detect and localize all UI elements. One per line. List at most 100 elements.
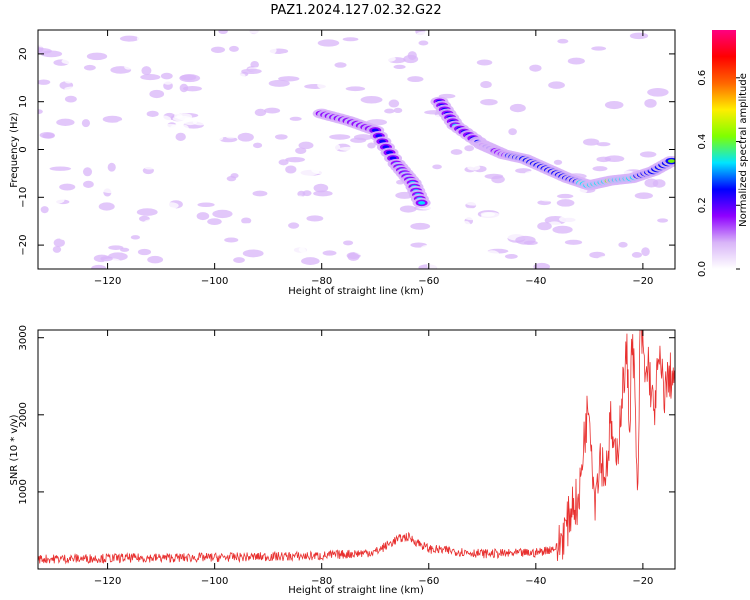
heatmap-cell (55, 132, 64, 142)
heatmap-cell (644, 98, 657, 108)
heatmap-cell (141, 66, 152, 76)
heatmap-cell (616, 145, 631, 154)
heatmap-cell (407, 76, 424, 83)
heatmap-cell (81, 119, 91, 128)
heatmap-cell (653, 249, 671, 257)
x-tick-label: −80 (311, 576, 332, 587)
heatmap-cell (516, 194, 535, 203)
heatmap-cell (168, 247, 179, 255)
heatmap-cell (108, 245, 124, 250)
heatmap-cell (122, 228, 144, 234)
heatmap-cell (480, 199, 501, 206)
heatmap-cell (317, 39, 340, 47)
heatmap-cell (306, 215, 324, 222)
heatmap-cell (313, 183, 329, 193)
y-tick-label: 20 (18, 48, 29, 61)
heatmap-cell (230, 113, 251, 121)
heatmap-cell (339, 146, 358, 151)
heatmap-cell (143, 187, 156, 193)
heatmap-cell (149, 89, 165, 99)
heatmap-cell (647, 70, 656, 76)
heatmap-cell (498, 265, 508, 269)
heatmap-cell (76, 201, 98, 211)
heatmap-cell (433, 139, 456, 145)
heatmap-cell (40, 206, 49, 214)
heatmap-cell (122, 189, 134, 194)
heatmap-cell (216, 92, 227, 99)
heatmap-cell (336, 221, 358, 227)
heatmap-cell (220, 197, 240, 203)
heatmap-cell (192, 119, 209, 126)
heatmap-cell (268, 79, 290, 87)
heatmap-cell (542, 99, 558, 106)
heatmap-cell (278, 159, 289, 166)
heatmap-cell (205, 231, 218, 239)
heatmap-cell (398, 114, 409, 120)
heatmap-cell (341, 263, 359, 269)
heatmap-cell (283, 120, 296, 126)
heatmap-cell (162, 261, 185, 267)
heatmap-cell (46, 100, 57, 106)
heatmap-cell (83, 180, 94, 188)
heatmap-cell (367, 142, 376, 149)
heatmap-cell (468, 263, 484, 269)
y-tick-label: 2000 (18, 402, 29, 427)
heatmap-cell (190, 60, 203, 68)
heatmap-cell (81, 242, 103, 250)
heatmap-cell (471, 86, 482, 94)
heatmap-cell (119, 238, 129, 244)
heatmap-cell (467, 164, 481, 171)
heatmap-cell (424, 215, 443, 224)
heatmap-cell (474, 240, 486, 249)
heatmap-cell (207, 218, 222, 226)
heatmap-cell (38, 183, 49, 191)
heatmap-cell (426, 261, 439, 269)
heatmap-cell (509, 103, 526, 113)
heatmap-cell (552, 225, 573, 234)
heatmap-cell (481, 45, 499, 55)
heatmap-cell (604, 100, 624, 110)
heatmap-cell (524, 170, 539, 176)
heatmap-cell (509, 261, 530, 269)
x-tick-label: −120 (94, 576, 121, 587)
heatmap-cell (480, 81, 492, 89)
heatmap-cell (384, 108, 395, 114)
heatmap-cell (548, 81, 565, 89)
heatmap-cell (92, 214, 107, 219)
snr-series-line (38, 330, 675, 565)
heatmap-x-axis-label: Height of straight line (km) (288, 286, 424, 297)
heatmap-cell (114, 138, 133, 146)
heatmap-cell (228, 30, 245, 38)
heatmap-cell (292, 246, 306, 255)
heatmap-cell (463, 196, 485, 206)
heatmap-cell (620, 220, 637, 226)
heatmap-cell (468, 114, 480, 120)
heatmap-cell (44, 255, 64, 264)
heatmap-cell (187, 158, 197, 166)
x-tick-label: −80 (311, 276, 332, 287)
heatmap-cell (264, 107, 281, 114)
heatmap-cell (391, 92, 408, 101)
heatmap-cell (285, 51, 299, 57)
heatmap-cell (83, 64, 96, 71)
colorbar-tick-label: 0.0 (697, 261, 708, 277)
colorbar-label: Normalized spectral amplitude (738, 73, 749, 227)
heatmap-cell (348, 159, 366, 165)
heatmap-cell (185, 141, 196, 148)
heatmap-cell (331, 76, 340, 82)
heatmap-cell (476, 59, 493, 66)
heatmap-cell (100, 127, 112, 135)
heatmap-cell (197, 202, 215, 207)
heatmap-cell (82, 167, 93, 177)
heatmap-cell (292, 102, 310, 110)
heatmap-cell (90, 30, 107, 35)
heatmap-cell (391, 213, 408, 220)
heatmap-cell (166, 223, 188, 233)
heatmap-ridge-peak (667, 159, 675, 163)
heatmap-cell (640, 146, 656, 151)
heatmap-cell (463, 39, 482, 48)
heatmap-cell (556, 199, 575, 207)
heatmap-cell (218, 30, 228, 35)
heatmap-cell (147, 255, 164, 264)
heatmap-cell (186, 173, 205, 181)
